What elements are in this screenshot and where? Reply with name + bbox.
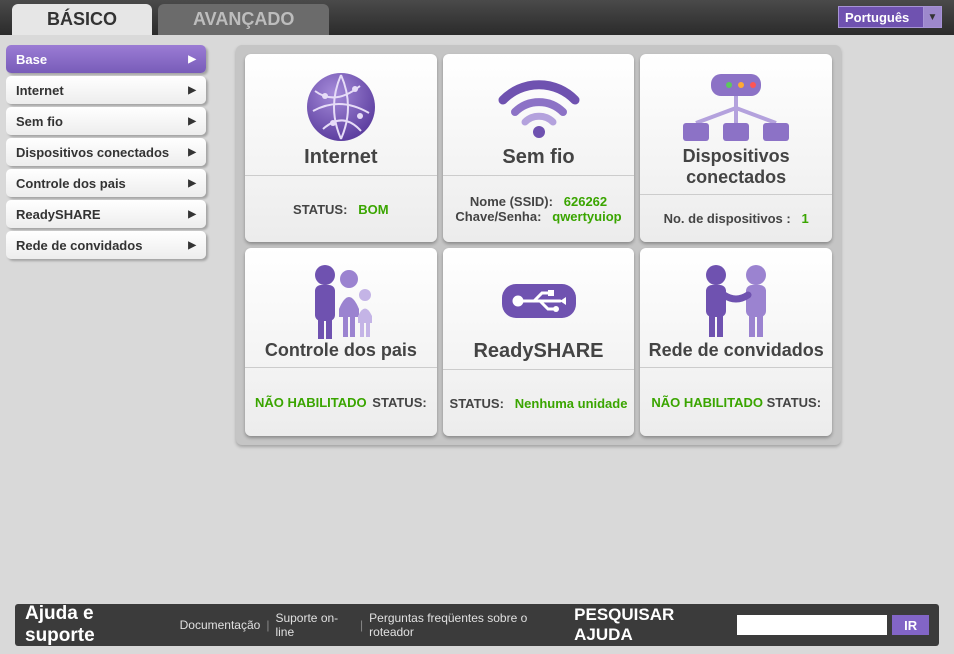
help-title: Ajuda e suporte [25,603,164,647]
chevron-right-icon: ▶ [188,240,196,251]
sidebar-item-label: Controle dos pais [16,176,126,191]
handshake-icon [686,248,786,338]
sidebar-item-label: Base [16,52,47,67]
devices-icon [671,54,801,144]
sidebar-item-label: Dispositivos conectados [16,145,169,160]
chevron-right-icon: ▶ [188,147,196,158]
sidebar-item-guest[interactable]: Rede de convidados ▶ [6,231,206,259]
sidebar-item-internet[interactable]: Internet ▶ [6,76,206,104]
card-title: ReadySHARE [469,338,607,369]
card-status: STATUS: BOM [245,175,437,242]
chevron-right-icon: ▶ [188,85,196,96]
family-icon [305,248,377,338]
dropdown-arrow-icon: ▼ [923,7,941,27]
sidebar-item-readyshare[interactable]: ReadySHARE ▶ [6,200,206,228]
content-area: Internet STATUS: BOM [206,45,954,604]
card-wireless[interactable]: Sem fio Nome (SSID): 626262 Chave/Senha:… [443,54,635,242]
chevron-right-icon: ▶ [188,209,196,220]
footer-bar: Ajuda e suporte Documentação | Suporte o… [15,604,939,646]
card-title: Rede de convidados [645,338,828,367]
cards-container: Internet STATUS: BOM [236,45,841,445]
sidebar: Base ▶ Internet ▶ Sem fio ▶ Dispositivos… [6,45,206,604]
search-help-input[interactable] [737,615,887,635]
card-title: Dispositivos conectados [640,144,832,194]
card-guest[interactable]: Rede de convidados NÃO HABILITADO STATUS… [640,248,832,436]
language-select[interactable]: Português ▼ [838,6,942,28]
card-parental[interactable]: Controle dos pais NÃO HABILITADO STATUS: [245,248,437,436]
sidebar-item-wireless[interactable]: Sem fio ▶ [6,107,206,135]
usb-icon [496,248,582,338]
sidebar-item-label: Internet [16,83,64,98]
footer-link-docs[interactable]: Documentação [174,618,267,632]
sidebar-item-label: Rede de convidados [16,238,142,253]
card-readyshare[interactable]: ReadySHARE STATUS: Nenhuma unidade [443,248,635,436]
sidebar-item-base[interactable]: Base ▶ [6,45,206,73]
chevron-right-icon: ▶ [188,116,196,127]
card-devices[interactable]: Dispositivos conectados No. de dispositi… [640,54,832,242]
tab-advanced[interactable]: AVANÇADO [158,4,329,35]
sidebar-item-devices[interactable]: Dispositivos conectados ▶ [6,138,206,166]
language-value: Português [845,10,909,25]
globe-icon [305,54,377,144]
chevron-right-icon: ▶ [188,178,196,189]
chevron-right-icon: ▶ [188,54,196,65]
card-status: NÃO HABILITADO STATUS: [640,367,832,436]
footer-link-support[interactable]: Suporte on-line [269,611,360,639]
tab-basic[interactable]: BÁSICO [12,4,152,35]
card-status: NÃO HABILITADO STATUS: [245,367,437,436]
search-go-button[interactable]: IR [892,615,929,635]
sidebar-item-parental[interactable]: Controle dos pais ▶ [6,169,206,197]
card-title: Internet [300,144,381,175]
card-internet[interactable]: Internet STATUS: BOM [245,54,437,242]
card-status: Nome (SSID): 626262 Chave/Senha: qwertyu… [443,175,635,242]
sidebar-item-label: ReadySHARE [16,207,101,222]
wifi-icon [497,54,581,144]
card-title: Controle dos pais [261,338,421,367]
sidebar-item-label: Sem fio [16,114,63,129]
card-status: No. de dispositivos : 1 [640,194,832,242]
footer-link-faq[interactable]: Perguntas freqüentes sobre o roteador [363,611,574,639]
card-status: STATUS: Nenhuma unidade [443,369,635,436]
card-title: Sem fio [498,144,578,175]
search-help-label: PESQUISAR AJUDA [574,605,731,645]
top-bar: BÁSICO AVANÇADO Português ▼ [0,0,954,35]
